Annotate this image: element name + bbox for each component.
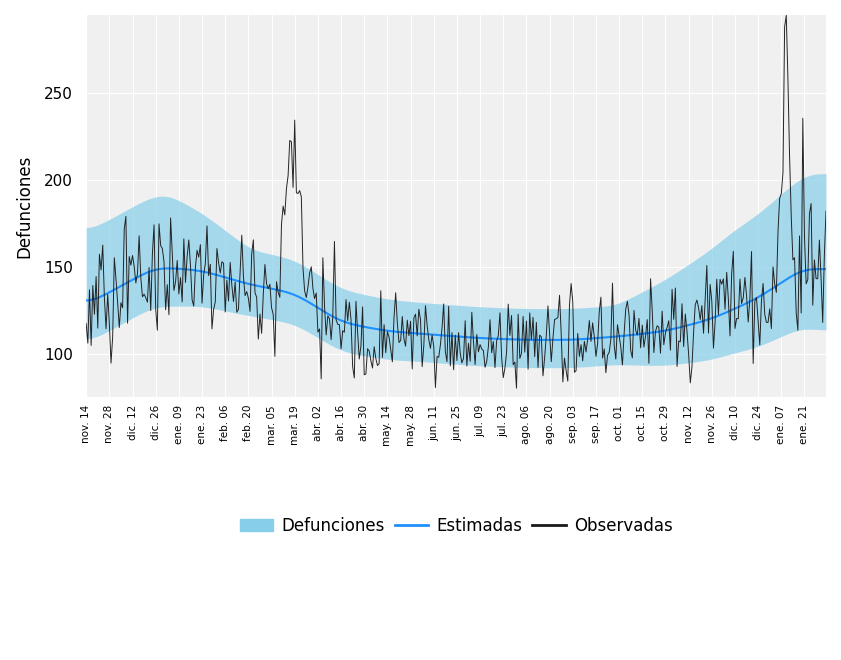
Legend: Defunciones, Estimadas, Observadas: Defunciones, Estimadas, Observadas [233,510,680,542]
Y-axis label: Defunciones: Defunciones [15,154,33,258]
